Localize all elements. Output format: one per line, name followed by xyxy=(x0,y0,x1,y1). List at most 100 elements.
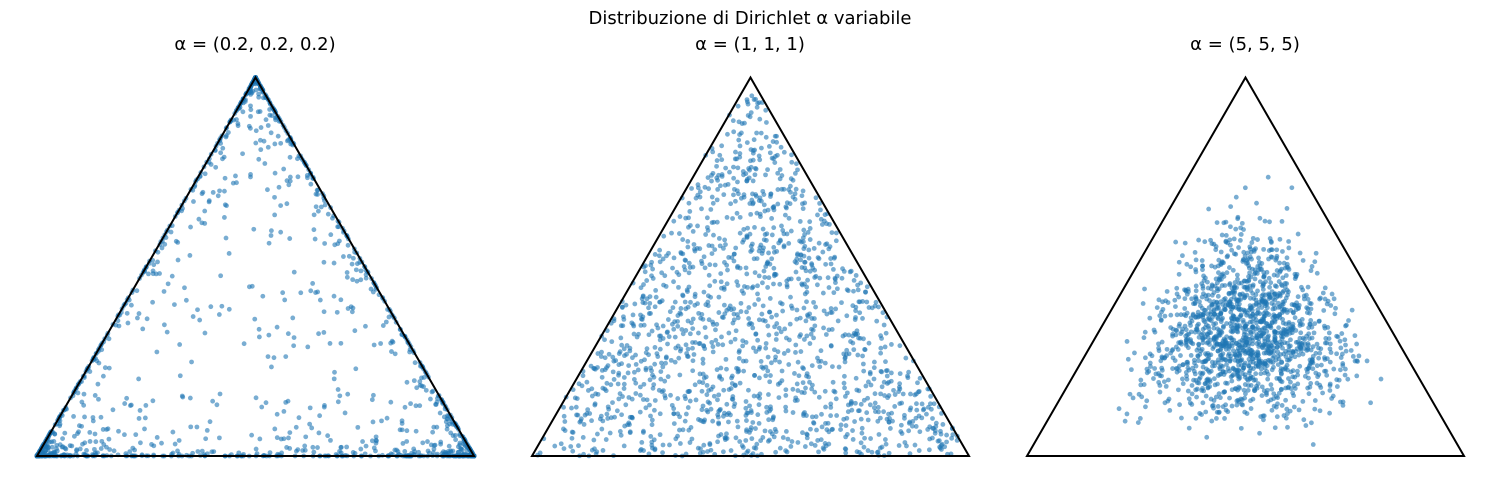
scatter-point xyxy=(179,208,185,214)
scatter-point xyxy=(721,302,727,308)
scatter-point xyxy=(735,312,740,317)
scatter-point xyxy=(256,326,262,332)
scatter-point xyxy=(866,379,871,385)
scatter-point xyxy=(763,134,769,140)
scatter-point xyxy=(871,376,877,382)
scatter-point xyxy=(290,315,296,321)
scatter-point xyxy=(790,177,796,183)
scatter-point xyxy=(1203,351,1208,357)
scatter-point xyxy=(1225,366,1231,371)
scatter-point xyxy=(600,385,606,391)
scatter-point xyxy=(705,228,711,233)
scatter-point xyxy=(1177,321,1182,327)
scatter-point xyxy=(751,137,757,143)
scatter-point xyxy=(1368,400,1373,406)
scatter-point xyxy=(1308,381,1314,386)
scatter-point xyxy=(431,446,437,452)
scatter-point xyxy=(1276,279,1282,284)
scatter-point xyxy=(841,351,847,357)
scatter-point xyxy=(783,387,789,393)
scatter-point xyxy=(124,395,130,401)
scatter-point xyxy=(832,275,838,281)
scatter-point xyxy=(1188,264,1194,270)
scatter-point xyxy=(784,200,790,206)
scatter-point xyxy=(441,414,447,420)
scatter-point xyxy=(1246,274,1251,279)
scatter-point xyxy=(1277,236,1283,242)
scatter-point xyxy=(1334,384,1340,389)
scatter-point xyxy=(1246,278,1251,284)
scatter-point xyxy=(807,341,813,346)
scatter-point xyxy=(817,200,823,206)
scatter-point xyxy=(1320,290,1326,296)
scatter-point xyxy=(125,320,131,326)
scatter-point xyxy=(746,316,751,321)
scatter-point xyxy=(740,169,746,174)
scatter-point xyxy=(886,419,892,425)
scatter-point xyxy=(1184,310,1190,316)
scatter-point xyxy=(641,381,647,387)
scatter-point xyxy=(355,424,361,430)
scatter-point xyxy=(844,347,850,353)
scatter-point xyxy=(617,429,623,434)
scatter-point xyxy=(877,415,883,421)
scatter-point xyxy=(197,317,203,323)
scatter-point xyxy=(1242,309,1248,315)
scatter-point xyxy=(281,408,287,414)
scatter-point xyxy=(1268,323,1273,329)
scatter-point xyxy=(1328,350,1334,355)
scatter-point xyxy=(712,262,718,268)
scatter-point xyxy=(274,411,280,417)
scatter-point xyxy=(744,235,750,240)
scatter-point xyxy=(1248,246,1253,252)
scatter-point xyxy=(831,290,837,296)
scatter-point xyxy=(1295,372,1301,378)
scatter-point xyxy=(80,441,85,447)
scatter-point xyxy=(1274,375,1280,381)
scatter-point xyxy=(1255,237,1260,242)
scatter-point xyxy=(1223,238,1229,244)
scatter-point xyxy=(1266,312,1272,317)
scatter-point xyxy=(1328,303,1334,308)
scatter-point xyxy=(633,352,638,358)
scatter-point xyxy=(562,419,568,424)
scatter-point xyxy=(1213,394,1219,400)
scatter-point xyxy=(1180,253,1185,259)
scatter-point xyxy=(813,195,819,201)
scatter-point xyxy=(743,413,749,418)
scatter-point xyxy=(828,405,834,410)
scatter-point xyxy=(652,361,658,367)
scatter-point xyxy=(1262,218,1268,224)
scatter-point xyxy=(897,343,903,349)
scatter-point xyxy=(823,261,829,267)
scatter-point xyxy=(648,434,654,439)
scatter-point xyxy=(363,323,368,329)
scatter-point xyxy=(81,391,87,397)
scatter-point xyxy=(690,316,696,322)
scatter-point xyxy=(602,355,608,361)
scatter-point xyxy=(1244,340,1250,346)
scatter-point xyxy=(706,272,712,278)
scatter-point xyxy=(788,276,794,282)
scatter-point xyxy=(857,310,863,316)
scatter-point xyxy=(663,360,668,366)
scatter-point xyxy=(1211,325,1217,331)
scatter-point xyxy=(851,277,857,283)
scatter-point xyxy=(726,330,732,336)
scatter-point xyxy=(1214,304,1220,310)
scatter-point xyxy=(1316,355,1322,361)
scatter-point xyxy=(724,262,730,268)
scatter-point xyxy=(325,433,331,439)
scatter-point xyxy=(769,155,775,161)
scatter-point xyxy=(812,267,818,273)
scatter-point xyxy=(777,237,783,243)
scatter-point xyxy=(715,397,720,403)
scatter-point xyxy=(696,330,701,336)
scatter-point xyxy=(807,226,813,231)
scatter-point xyxy=(1267,219,1272,225)
scatter-point xyxy=(246,123,252,129)
scatter-point xyxy=(800,365,805,370)
scatter-point xyxy=(1246,370,1252,376)
scatter-point xyxy=(1356,353,1362,359)
scatter-point xyxy=(875,418,881,424)
